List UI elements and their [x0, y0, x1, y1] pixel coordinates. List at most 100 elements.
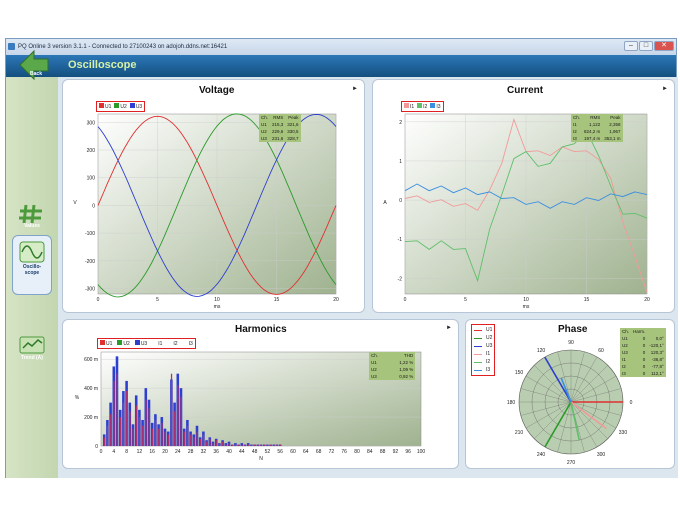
back-button[interactable]: Back: [12, 47, 52, 91]
bar-u1: [247, 444, 249, 446]
legend-u3[interactable]: U3: [474, 342, 492, 350]
x-tick-label: 92: [393, 449, 399, 455]
table-row: U3 0 120,3°: [622, 350, 664, 355]
bar-u1: [167, 434, 169, 446]
x-axis-label: ms: [214, 304, 221, 310]
y-tick-label: 0: [95, 444, 98, 450]
x-tick-label: 20: [162, 449, 168, 455]
bar-u1: [122, 402, 125, 446]
legend-i2[interactable]: I2: [167, 340, 178, 347]
phasor-i3: [560, 377, 572, 403]
phasor-i2: [570, 401, 580, 441]
x-tick-label: 88: [380, 449, 386, 455]
polar-spoke: [570, 401, 617, 429]
polar-spoke: [570, 388, 622, 403]
table-row: U3 0,92 %: [371, 374, 414, 379]
bar-u1: [180, 396, 182, 446]
legend-i3[interactable]: I3: [182, 340, 193, 347]
x-tick-label: 4: [112, 449, 115, 455]
current-table: Ch. RMS Peak I1 1,122 2,358 I2 824,2 m 1,967 I…: [571, 114, 623, 142]
legend-i2[interactable]: I2: [417, 103, 427, 110]
sidebar-item-values[interactable]: Values: [12, 203, 52, 233]
bar-u1: [254, 444, 256, 446]
sidebar-item-label-l2: scope: [24, 270, 40, 276]
y-tick-label: 200: [87, 148, 96, 154]
y-tick-label: -100: [85, 231, 95, 237]
bar-u1: [218, 443, 221, 446]
angle-label: 240: [537, 452, 546, 458]
y-tick-label: 300: [87, 120, 96, 126]
bar-u1: [260, 444, 262, 446]
sidebar-item-oscilloscope[interactable]: Oscillo- scope: [12, 235, 52, 295]
legend-i1[interactable]: I1: [152, 340, 162, 347]
polar-spoke: [520, 401, 572, 416]
legend-u2[interactable]: U2: [117, 340, 130, 347]
sidebar-item-label-l1: Oscillo-: [22, 264, 42, 270]
bar-u1: [106, 425, 109, 446]
x-tick-label: 0: [404, 297, 407, 303]
y-tick-label: 0: [399, 198, 402, 204]
x-tick-label: 48: [252, 449, 258, 455]
polar-spoke: [570, 356, 598, 403]
x-tick-label: 20: [333, 297, 339, 303]
bar-u1: [119, 417, 121, 446]
content-area: Voltage ► U1 U2 U3 300 200 100 0 -100 -200 -30…: [58, 77, 678, 478]
polar-spoke: [534, 401, 572, 439]
legend-i2[interactable]: I2: [474, 358, 492, 366]
voltage-menu-arrow[interactable]: ►: [352, 86, 358, 92]
y-tick-label: -1: [398, 237, 403, 243]
x-tick-label: 36: [213, 449, 219, 455]
table-row: U2 229,6 330,5: [261, 129, 299, 134]
harmonics-menu-arrow[interactable]: ►: [446, 325, 452, 331]
x-tick-label: 44: [239, 449, 245, 455]
angle-label: 60: [598, 348, 604, 354]
sidebar-item-trend[interactable]: Trend (A): [12, 335, 52, 363]
table-row: I3 0 112,1°: [622, 371, 664, 376]
series-line-i3: [404, 183, 648, 209]
legend-u2[interactable]: U2: [474, 334, 492, 342]
close-button[interactable]: ✕: [654, 41, 674, 51]
legend-u3[interactable]: U3: [134, 340, 147, 347]
bar-u1: [145, 399, 147, 446]
maximize-button[interactable]: □: [639, 41, 653, 51]
legend-u1[interactable]: U1: [100, 340, 112, 347]
bar-u1: [129, 411, 131, 446]
legend-i1[interactable]: I1: [474, 350, 492, 358]
legend-u3[interactable]: U3: [129, 103, 142, 110]
bar-u1: [209, 438, 211, 446]
y-tick-label: 600 m: [84, 357, 98, 363]
x-tick-label: 10: [214, 297, 220, 303]
x-axis-label: N: [259, 456, 263, 462]
bar-u1: [225, 444, 227, 446]
x-tick-label: 15: [274, 297, 280, 303]
x-tick-label: 8: [125, 449, 128, 455]
phasor-u2: [544, 401, 572, 448]
bar-u1: [116, 373, 118, 446]
legend-u1[interactable]: U1: [99, 103, 111, 110]
legend-i3[interactable]: I3: [430, 103, 441, 110]
x-tick-label: 5: [156, 297, 159, 303]
legend-u1[interactable]: U1: [474, 326, 492, 334]
minimize-button[interactable]: –: [624, 41, 638, 51]
back-label: Back: [30, 71, 42, 77]
y-tick-label: 200 m: [84, 415, 98, 421]
table-row: U2 0 -120,1°: [622, 343, 664, 348]
bar-u1: [158, 428, 160, 446]
legend-i1[interactable]: I1: [404, 103, 414, 110]
x-tick-label: 72: [329, 449, 335, 455]
legend-i3[interactable]: I3: [474, 366, 492, 374]
bar-u1: [190, 434, 192, 446]
bar-u1: [238, 444, 240, 446]
legend-u2[interactable]: U2: [114, 103, 127, 110]
x-tick-label: 84: [367, 449, 373, 455]
phase-polar-chart: 9060300330300270240210180150120: [507, 340, 633, 466]
current-menu-arrow[interactable]: ►: [662, 86, 668, 92]
polar-spoke: [570, 375, 617, 403]
sidebar-item-label: Values: [24, 223, 40, 229]
voltage-table: Ch. RMS Peak U1 215,3 321,6 U2 229,6 330,5 U3 2…: [259, 114, 301, 142]
x-tick-label: 68: [316, 449, 322, 455]
y-tick-label: -200: [85, 259, 95, 265]
y-tick-label: 400 m: [84, 386, 98, 392]
